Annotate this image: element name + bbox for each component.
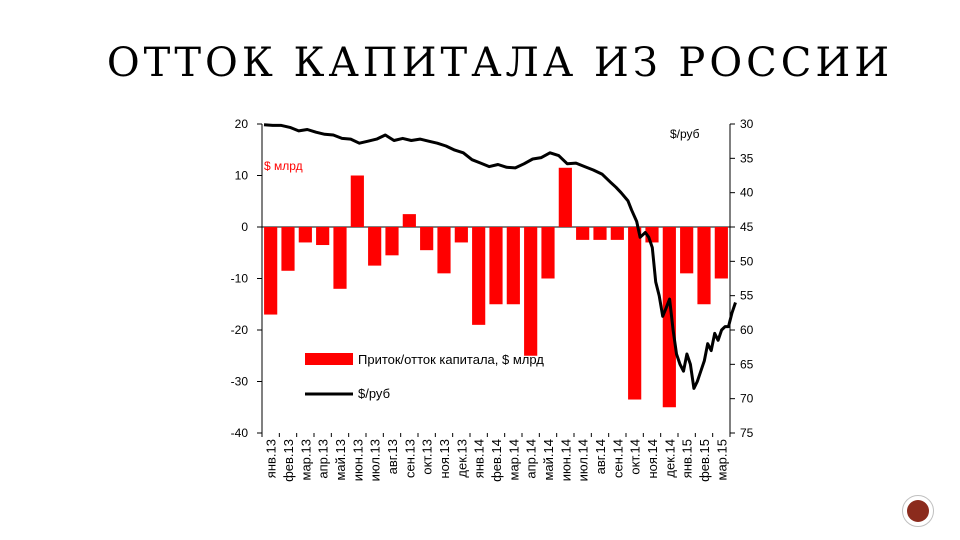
x-tick-label: дек.14 — [662, 439, 677, 478]
bar-июл.14 — [576, 227, 590, 240]
x-tick-label: мар.13 — [298, 439, 313, 480]
bar-авг.13 — [385, 227, 399, 256]
bar-мар.14 — [506, 227, 520, 305]
slide-title: ОТТОК КАПИТАЛА ИЗ РОССИИ — [106, 40, 894, 86]
x-tick-label: фев.14 — [489, 439, 504, 482]
bar-сен.13 — [402, 214, 416, 227]
x-tick-label: авг.13 — [385, 439, 400, 474]
right-tick-label: 60 — [740, 323, 754, 337]
bar-окт.13 — [420, 227, 434, 251]
right-unit-label: $/руб — [670, 127, 700, 141]
bar-янв.13 — [264, 227, 278, 315]
x-tick-label: окт.13 — [420, 439, 435, 475]
bar-май.14 — [541, 227, 555, 279]
right-tick-label: 70 — [740, 392, 754, 406]
left-tick-label: 0 — [241, 220, 248, 234]
bar-фев.13 — [281, 227, 295, 271]
x-tick-label: янв.15 — [680, 439, 695, 478]
x-tick-label: сен.13 — [402, 439, 417, 478]
bar-мар.13 — [298, 227, 312, 243]
left-tick-label: 20 — [235, 117, 249, 131]
x-tick-label: фев.13 — [281, 439, 296, 482]
bar-янв.15 — [680, 227, 694, 274]
left-tick-label: 10 — [235, 169, 249, 183]
right-tick-label: 40 — [740, 186, 754, 200]
right-tick-label: 30 — [740, 117, 754, 131]
x-tick-label: июн.13 — [350, 439, 365, 481]
x-tick-label: янв.13 — [264, 439, 279, 478]
x-tick-label: сен.14 — [610, 439, 625, 478]
x-tick-label: фев.15 — [697, 439, 712, 482]
page-badge — [902, 495, 934, 527]
bar-май.13 — [333, 227, 347, 289]
right-tick-label: 65 — [740, 357, 754, 371]
bar-июл.13 — [368, 227, 382, 266]
right-tick-label: 50 — [740, 254, 754, 268]
bar-окт.14 — [628, 227, 642, 400]
x-tick-label: ноя.13 — [437, 439, 452, 479]
bar-фев.14 — [489, 227, 503, 305]
x-tick-label: мар.14 — [506, 439, 521, 480]
legend-line-label: $/руб — [358, 386, 390, 401]
x-tick-label: июл.14 — [576, 439, 591, 481]
left-tick-label: -30 — [231, 375, 249, 389]
bar-янв.14 — [472, 227, 486, 325]
legend-bar-swatch — [305, 353, 353, 365]
left-tick-label: -10 — [231, 272, 249, 286]
legend-bar-label: Приток/отток капитала, $ млрд — [358, 352, 544, 367]
left-tick-label: -40 — [231, 426, 249, 440]
x-tick-label: июл.13 — [368, 439, 383, 481]
x-tick-label: дек.13 — [454, 439, 469, 478]
x-tick-label: авг.14 — [593, 439, 608, 474]
bar-дек.13 — [454, 227, 468, 243]
bar-июн.14 — [558, 167, 572, 227]
left-unit-label: $ млрд — [264, 159, 303, 173]
bar-апр.14 — [524, 227, 538, 356]
x-tick-label: ноя.14 — [645, 439, 660, 479]
x-tick-label: апр.14 — [524, 439, 539, 479]
x-tick-label: янв.14 — [472, 439, 487, 478]
bar-апр.13 — [316, 227, 330, 246]
right-tick-label: 45 — [740, 220, 754, 234]
bar-мар.15 — [714, 227, 728, 279]
bar-авг.14 — [593, 227, 607, 240]
right-tick-label: 75 — [740, 426, 754, 440]
bar-ноя.13 — [437, 227, 451, 274]
x-tick-label: июн.14 — [558, 439, 573, 481]
x-tick-label: май.14 — [541, 439, 556, 481]
x-tick-label: мар.15 — [714, 439, 729, 480]
left-tick-label: -20 — [231, 323, 249, 337]
bar-сен.14 — [610, 227, 624, 240]
usd-rub-line — [263, 123, 737, 390]
right-tick-label: 35 — [740, 151, 754, 165]
bar-дек.14 — [662, 227, 676, 408]
page-badge-dot — [907, 500, 929, 522]
x-tick-label: май.13 — [333, 439, 348, 481]
x-tick-label: окт.14 — [628, 439, 643, 475]
x-tick-label: апр.13 — [316, 439, 331, 479]
bar-фев.15 — [697, 227, 711, 305]
bar-июн.13 — [350, 175, 364, 227]
right-tick-label: 55 — [740, 289, 754, 303]
